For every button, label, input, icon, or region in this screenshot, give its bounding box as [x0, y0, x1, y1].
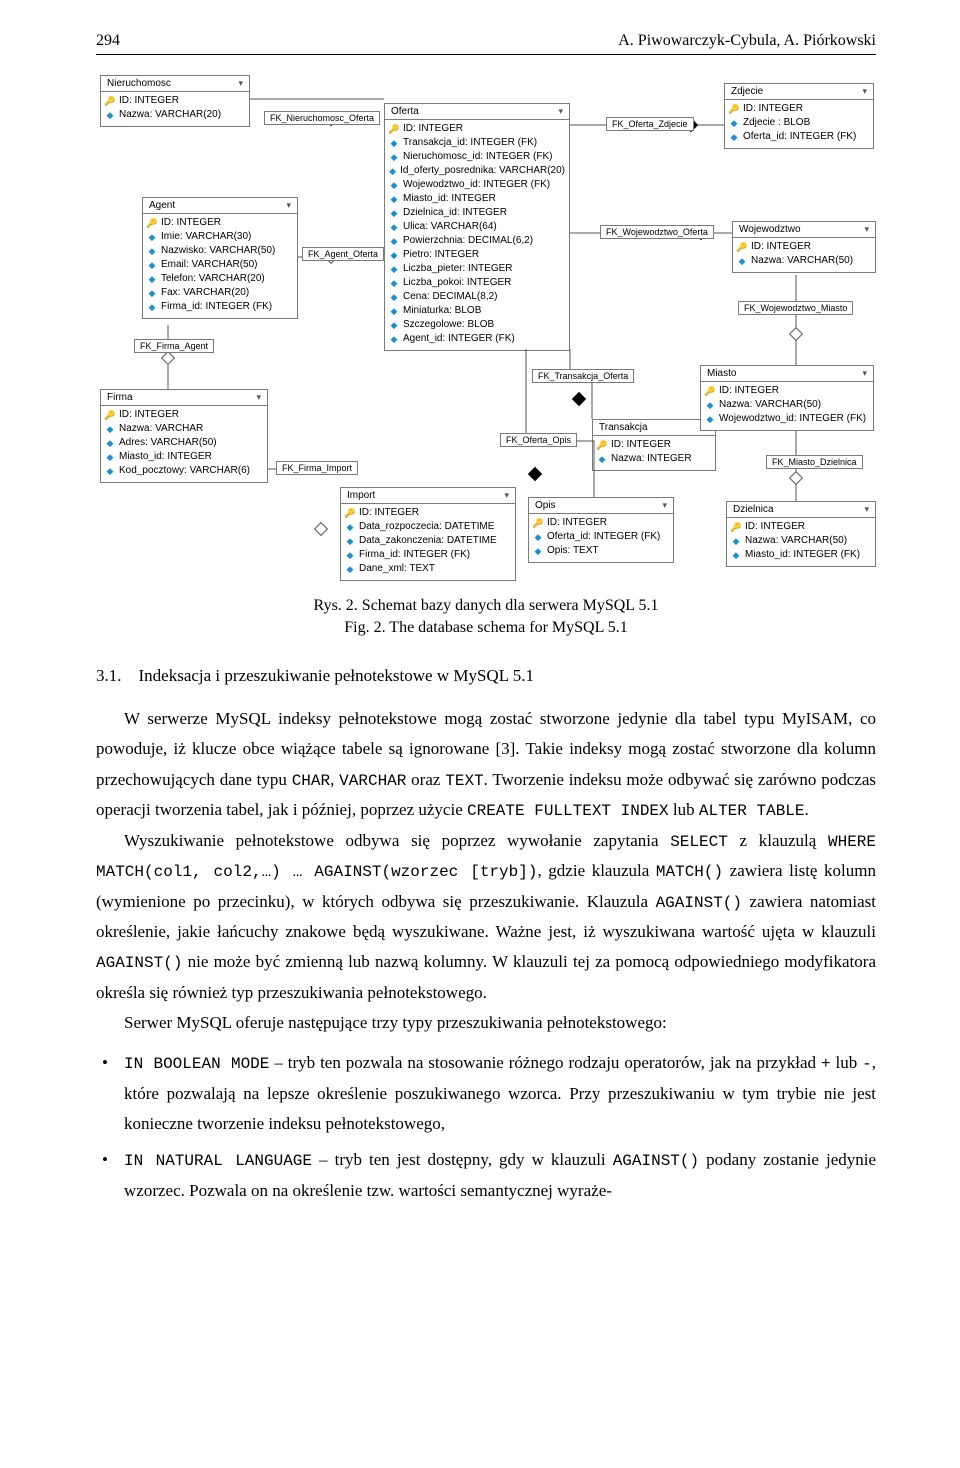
code: IN NATURAL LANGUAGE [124, 1152, 312, 1170]
text: . [805, 800, 809, 819]
fk-label-oferta_opis: FK_Oferta_Opis [500, 433, 577, 447]
text: nie może być zmienną lub nazwą kolumny. … [96, 952, 876, 1001]
text: , gdzie klauzula [537, 861, 655, 880]
fk-label-firma_agent: FK_Firma_Agent [134, 339, 214, 353]
body-text: W serwerze MySQL indeksy pełnotekstowe m… [96, 704, 876, 1206]
text: Wyszukiwanie pełnotekstowe odbywa się po… [124, 831, 670, 850]
code: AGAINST() [613, 1152, 699, 1170]
text: – tryb ten jest dostępny, gdy w klauzuli [312, 1150, 613, 1169]
caption-line-1: Rys. 2. Schemat bazy danych dla serwera … [96, 595, 876, 617]
page-number: 294 [96, 32, 120, 50]
database-schema-diagram: Nieruchomosc▾🔑ID: INTEGER◆Nazwa: VARCHAR… [96, 69, 876, 585]
fk-label-firma_import: FK_Firma_Import [276, 461, 358, 475]
fk-label-agent_oferta: FK_Agent_Oferta [302, 247, 384, 261]
text: lub [669, 800, 699, 819]
text: , [330, 770, 339, 789]
code: - [862, 1055, 872, 1073]
code: AGAINST() [656, 894, 742, 912]
bullet-item: IN NATURAL LANGUAGE – tryb ten jest dost… [96, 1145, 876, 1206]
code: CREATE FULLTEXT INDEX [467, 802, 669, 820]
diagram-connectors [96, 69, 876, 585]
section-number: 3.1. [96, 666, 122, 685]
fk-label-woj_miasto: FK_Wojewodztwo_Miasto [738, 301, 853, 315]
fk-label-oferta_zdj: FK_Oferta_Zdjecie [606, 117, 694, 131]
bullet-item: IN BOOLEAN MODE – tryb ten pozwala na st… [96, 1048, 876, 1139]
text: z klauzulą [728, 831, 828, 850]
section-heading: 3.1. Indeksacja i przeszukiwanie pełnote… [96, 666, 876, 686]
code: IN BOOLEAN MODE [124, 1055, 269, 1073]
fk-label-woj_oferta: FK_Wojewodztwo_Oferta [600, 225, 714, 239]
section-title: Indeksacja i przeszukiwanie pełnotekstow… [139, 666, 534, 685]
text: – tryb ten pozwala na stosowanie różnego… [269, 1053, 821, 1072]
fk-label-trans_oferta: FK_Transakcja_Oferta [532, 369, 634, 383]
code: MATCH() [656, 863, 723, 881]
fk-label-miasto_dziel: FK_Miasto_Dzielnica [766, 455, 863, 469]
code: VARCHAR [339, 772, 406, 790]
text: oraz [406, 770, 445, 789]
code: + [821, 1055, 831, 1073]
page-header: 294 A. Piwowarczyk-Cybula, A. Piórkowski [96, 32, 876, 55]
authors: A. Piwowarczyk-Cybula, A. Piórkowski [618, 32, 876, 50]
text: Serwer MySQL oferuje następujące trzy ty… [96, 1008, 876, 1038]
code: ALTER TABLE [699, 802, 805, 820]
code: SELECT [670, 833, 728, 851]
code: AGAINST() [96, 954, 182, 972]
code: CHAR [292, 772, 330, 790]
code: TEXT [445, 772, 483, 790]
caption-line-2: Fig. 2. The database schema for MySQL 5.… [96, 617, 876, 639]
figure-caption: Rys. 2. Schemat bazy danych dla serwera … [96, 595, 876, 638]
text: lub [831, 1053, 863, 1072]
fk-label-nier_oferta: FK_Nieruchomosc_Oferta [264, 111, 380, 125]
